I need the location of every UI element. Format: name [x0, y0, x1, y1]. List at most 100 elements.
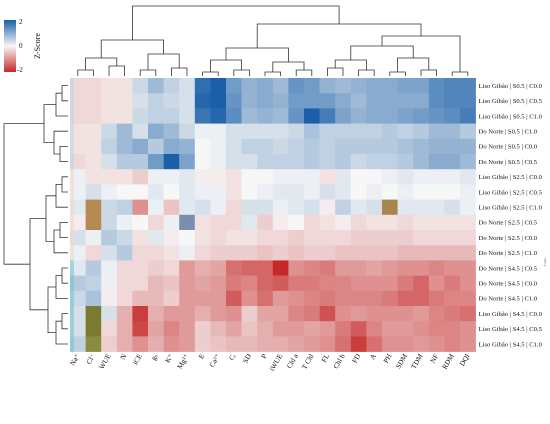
heatmap-cell: [194, 290, 211, 307]
heatmap-cell: [350, 78, 367, 94]
heatmap-cell: [101, 290, 118, 307]
heatmap-cell: [319, 245, 336, 261]
heatmap-cell: [288, 138, 305, 155]
heatmap-cell: [148, 306, 164, 322]
heatmap-cell: [257, 169, 274, 185]
heatmap-cell: [241, 275, 258, 292]
heatmap-cell: [304, 336, 320, 352]
heatmap-cell: [132, 138, 149, 155]
heatmap-cell: [210, 275, 227, 292]
heatmap-cell: [226, 78, 242, 94]
heatmap-cell: [397, 169, 414, 185]
heatmap-cell: [132, 260, 149, 276]
heatmap-cell: [397, 108, 414, 124]
row-label: Liso Gibão | S0.5 | C0.5: [479, 98, 543, 105]
heatmap-cell: [210, 321, 227, 337]
heatmap-cell: [210, 214, 227, 231]
heatmap-cell: [397, 306, 414, 322]
heatmap-cell: [163, 306, 180, 322]
column-label: WUE: [98, 352, 113, 371]
heatmap-cell: [257, 108, 274, 124]
heatmap-cell: [288, 108, 305, 124]
heatmap-cell: [444, 138, 461, 155]
heatmap-cell: [350, 321, 367, 337]
heatmap-cell: [397, 275, 414, 292]
heatmap-cell: [319, 154, 336, 170]
heatmap-cell: [304, 260, 320, 276]
heatmap-cell: [272, 78, 289, 94]
heatmap-cell: [241, 260, 258, 276]
heatmap-cell: [444, 108, 461, 124]
column-label: Chl b: [332, 352, 347, 370]
heatmap-cell: [101, 123, 118, 140]
heatmap-cell: [116, 93, 133, 109]
heatmap-cell: [210, 123, 227, 140]
heatmap-cell: [85, 321, 102, 337]
heatmap-cell: [163, 290, 180, 307]
heatmap-cell: [116, 169, 133, 185]
heatmap-cell: [179, 290, 196, 307]
heatmap-cell: [226, 93, 242, 109]
heatmap-cell: [194, 78, 211, 94]
heatmap-cell: [319, 169, 336, 185]
heatmap-cell: [366, 138, 383, 155]
heatmap-cell: [85, 123, 102, 140]
heatmap-cell: [444, 169, 461, 185]
heatmap-cell: [304, 290, 320, 307]
heatmap-cell: [226, 290, 242, 307]
heatmap-cell: [350, 260, 367, 276]
heatmap-cell: [179, 321, 196, 337]
heatmap-cell: [366, 154, 383, 170]
heatmap-cell: [444, 230, 461, 246]
heatmap-cell: [397, 230, 414, 246]
heatmap-cell: [241, 199, 258, 216]
heatmap-cell: [257, 245, 274, 261]
heatmap-cell: [226, 108, 242, 124]
heatmap-cell: [163, 169, 180, 185]
heatmap-cell: [444, 275, 461, 292]
heatmap-cell: [335, 260, 352, 276]
column-label: DQI: [458, 352, 472, 368]
dendrogram-link: [381, 35, 461, 72]
heatmap-cell: [116, 306, 133, 322]
heatmap-cell: [397, 245, 414, 261]
heatmap-cell: [335, 245, 352, 261]
heatmap-cell: [304, 214, 320, 231]
heatmap-cell: [241, 321, 258, 337]
heatmap-cell: [148, 260, 164, 276]
heatmap-cell: [413, 199, 430, 216]
heatmap-cell: [397, 214, 414, 231]
heatmap-cell: [101, 260, 118, 276]
column-label: N: [119, 352, 129, 361]
heatmap-cell: [335, 93, 352, 109]
heatmap-cell: [319, 214, 336, 231]
heatmap-cell: [116, 123, 133, 140]
column-label: K⁺: [164, 352, 176, 364]
heatmap-cell: [444, 154, 461, 170]
row-group-strip: [70, 336, 74, 352]
heatmap-cell: [304, 93, 320, 109]
heatmap-cell: [148, 184, 164, 200]
heatmap-cell: [444, 336, 461, 352]
heatmap-cell: [460, 260, 476, 276]
column-label: Ca²⁺: [208, 352, 222, 368]
heatmap-cell: [413, 123, 430, 140]
heatmap-cell: [382, 214, 398, 231]
heatmap-cell: [116, 321, 133, 337]
heatmap-cell: [101, 93, 118, 109]
heatmap-cell: [241, 138, 258, 155]
heatmap-cell: [335, 78, 352, 94]
heatmap-cell: [413, 336, 430, 352]
heatmap-cell: [350, 214, 367, 231]
heatmap-cell: [397, 154, 414, 170]
heatmap-cell: [382, 260, 398, 276]
heatmap-cell: [116, 290, 133, 307]
heatmap-cell: [319, 321, 336, 337]
heatmap-cell: [226, 123, 242, 140]
heatmap-cell: [460, 78, 476, 94]
heatmap-cell: [350, 138, 367, 155]
heatmap-cell: [257, 321, 274, 337]
row-label: Liso Gibão | S4.5 | C0.0: [479, 311, 543, 318]
column-label: RDM: [441, 352, 456, 371]
heatmap-cell: [116, 199, 133, 216]
